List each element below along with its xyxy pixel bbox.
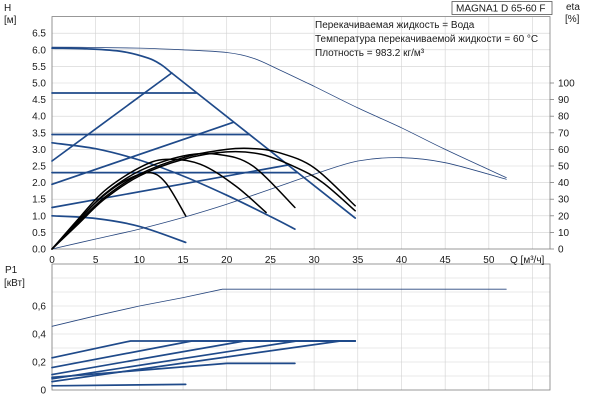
p1-axis-label: P1 bbox=[5, 265, 18, 276]
model-title: MAGNA1 D 65-60 F bbox=[456, 4, 545, 15]
eta-tick-label: 20 bbox=[558, 211, 570, 222]
h-tick-label: 3.0 bbox=[32, 145, 46, 156]
p1-curve-8 bbox=[51, 383, 187, 387]
tick-layer: 0 5 10 15 20 25 30 35 40 45 50 0.0 0.5 1.0 1.5 2.0 2.5 3.… bbox=[32, 29, 575, 397]
h-tick-label: 5.5 bbox=[32, 62, 46, 73]
h-curve-2 bbox=[51, 47, 173, 74]
eta-tick-label: 50 bbox=[558, 162, 570, 173]
h-tick-label: 3.5 bbox=[32, 128, 46, 139]
eta-curve-14 bbox=[51, 150, 356, 250]
x-tick-label: 15 bbox=[177, 255, 189, 266]
h-tick-label: 1.0 bbox=[32, 211, 46, 222]
eta-tick-label: 80 bbox=[558, 112, 570, 123]
h-tick-label: 4.5 bbox=[32, 95, 46, 106]
h-axis-unit: [м] bbox=[4, 15, 17, 26]
h-tick-label: 6.0 bbox=[32, 45, 46, 56]
eta-tick-label: 0 bbox=[558, 245, 564, 256]
p1-axis-unit: [кВт] bbox=[4, 278, 25, 289]
grid bbox=[51, 16, 550, 390]
annotation-fluid: Перекачиваемая жидкость = Вода bbox=[315, 20, 475, 31]
h-curve-3 bbox=[170, 72, 357, 219]
h-curve-7 bbox=[51, 72, 173, 162]
h-tick-label: 5.0 bbox=[32, 79, 46, 90]
x-tick-label: 45 bbox=[440, 255, 452, 266]
h-axis-label: H bbox=[4, 3, 11, 14]
x-tick-label: 0 bbox=[49, 255, 55, 266]
series-layer bbox=[51, 46, 507, 387]
eta-curve-16 bbox=[51, 158, 267, 250]
h-curve-8 bbox=[51, 121, 235, 186]
h-tick-label: 0.5 bbox=[32, 228, 46, 239]
annotation-density: Плотность = 983.2 кг/м³ bbox=[315, 48, 425, 59]
eta-curve-13 bbox=[51, 147, 356, 250]
eta-tick-label: 10 bbox=[558, 228, 570, 239]
annotation-temperature: Температура перекачиваемой жидкости = 60… bbox=[315, 34, 538, 45]
bottom-plot-frame bbox=[51, 263, 551, 391]
h-curve-11 bbox=[51, 214, 187, 244]
p1-tick-label: 0,4 bbox=[32, 330, 46, 341]
x-tick-label: 10 bbox=[134, 255, 146, 266]
eta-tick-label: 70 bbox=[558, 128, 570, 139]
eta-tick-label: 100 bbox=[558, 79, 575, 90]
p1-tick-label: 0 bbox=[40, 386, 46, 397]
h-tick-label: 1.5 bbox=[32, 195, 46, 206]
h-curve-9 bbox=[51, 164, 289, 209]
x-tick-label: 5 bbox=[93, 255, 99, 266]
h-curve-10 bbox=[51, 141, 296, 230]
p1-curve-6 bbox=[51, 340, 357, 383]
x-tick-label: 40 bbox=[396, 255, 408, 266]
x-tick-label: 20 bbox=[221, 255, 233, 266]
h-tick-label: 2.0 bbox=[32, 178, 46, 189]
eta-curve-12 bbox=[51, 157, 507, 250]
h-tick-label: 6.5 bbox=[32, 29, 46, 40]
eta-axis-unit: [%] bbox=[565, 14, 580, 25]
p1-curve-1 bbox=[51, 288, 507, 327]
h-curve-1 bbox=[51, 46, 507, 178]
model-title-box bbox=[451, 1, 553, 15]
p1-curve-7 bbox=[51, 362, 296, 379]
h-tick-label: 0.0 bbox=[32, 245, 46, 256]
h-tick-label: 4.0 bbox=[32, 112, 46, 123]
p1-tick-label: 0,2 bbox=[32, 358, 46, 369]
eta-tick-label: 40 bbox=[558, 178, 570, 189]
x-tick-label: 30 bbox=[309, 255, 321, 266]
eta-tick-label: 60 bbox=[558, 145, 570, 156]
p1-tick-label: 0,6 bbox=[32, 302, 46, 313]
eta-tick-label: 90 bbox=[558, 95, 570, 106]
q-axis-label: Q [м³/ч] bbox=[510, 255, 545, 266]
eta-curve-17 bbox=[51, 171, 187, 250]
eta-axis-label: eta bbox=[566, 2, 580, 13]
x-tick-label: 50 bbox=[483, 255, 495, 266]
x-tick-label: 35 bbox=[352, 255, 364, 266]
x-tick-label: 25 bbox=[265, 255, 277, 266]
eta-tick-label: 30 bbox=[558, 195, 570, 206]
h-tick-label: 2.5 bbox=[32, 162, 46, 173]
